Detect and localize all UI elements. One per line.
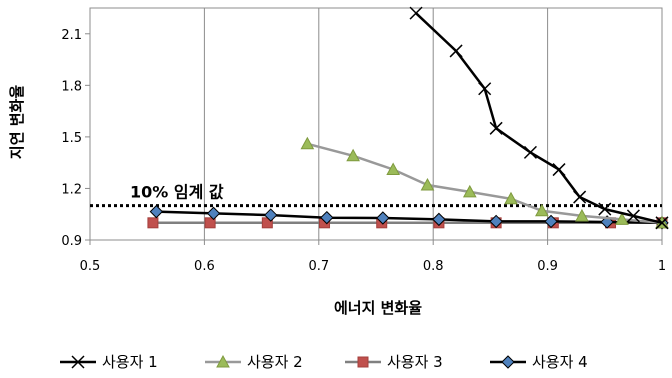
- series-4-point: [206, 206, 221, 221]
- series-2-point: [575, 208, 589, 222]
- marker-stroke: [523, 145, 537, 159]
- series-4-point: [432, 212, 446, 227]
- series-2: [300, 136, 669, 229]
- series-1-point: [573, 190, 587, 204]
- series-1-point: [598, 202, 612, 216]
- legend-label: 사용자 3: [387, 353, 443, 371]
- plot-frame: [89, 7, 663, 241]
- series-1-point: [655, 216, 669, 230]
- y-axis-title: 지연 변화율: [8, 85, 26, 159]
- legend-marker: [216, 354, 230, 368]
- series-4-point: [149, 204, 164, 219]
- series-1-point: [409, 6, 423, 20]
- x-tick-label: 0.7: [308, 259, 329, 274]
- x-tick-label: 0.5: [80, 259, 101, 274]
- marker-stroke: [71, 355, 85, 369]
- series-4-point: [376, 211, 390, 225]
- series-layer: [147, 6, 669, 230]
- legend-item-4: 사용자 4: [490, 353, 588, 371]
- series-1-line: [415, 12, 663, 225]
- threshold-group: 10% 임계 값: [90, 183, 662, 208]
- series-1: [409, 6, 669, 230]
- y-axis: 0.9 1.2 1.5 1.8 2.1: [61, 28, 90, 249]
- marker-stroke: [478, 82, 492, 96]
- series-1-point: [489, 121, 503, 135]
- series-2-point: [615, 212, 629, 225]
- series-4-point: [320, 210, 334, 225]
- series-4-point: [264, 208, 278, 222]
- series-1-point: [478, 82, 492, 96]
- series-2-point: [462, 184, 477, 198]
- legend-label: 사용자 1: [102, 353, 158, 371]
- plot-area: [89, 7, 663, 241]
- x-axis-title: 에너지 변화율: [334, 299, 422, 317]
- legend-item-3: 사용자 3: [345, 353, 443, 371]
- series-2-point: [300, 136, 315, 150]
- series-4-line: [156, 210, 663, 225]
- series-2-point: [504, 191, 518, 205]
- series-2-point: [535, 203, 549, 217]
- series-3-point: [204, 217, 216, 229]
- y-tick-label: 1.2: [61, 182, 82, 197]
- legend-label: 사용자 4: [532, 353, 588, 371]
- x-tick-label: 1: [658, 259, 666, 274]
- series-4-point: [489, 214, 503, 229]
- series-1-point: [523, 145, 537, 159]
- y-tick-label: 0.9: [61, 234, 82, 249]
- series-2-point: [386, 162, 401, 176]
- series-2-point: [420, 177, 435, 191]
- marker-stroke: [449, 44, 463, 58]
- series-1-point: [626, 209, 640, 223]
- x-axis: 0.5 0.6 0.7 0.8 0.9 1: [80, 240, 666, 274]
- series-4-point: [544, 214, 558, 229]
- marker-stroke: [552, 163, 566, 177]
- legend-item-1: 사용자 1: [60, 353, 158, 371]
- x-tick-label: 0.8: [423, 259, 444, 274]
- marker-stroke: [655, 216, 669, 230]
- legend-label: 사용자 2: [247, 353, 303, 371]
- gridlines: [89, 8, 663, 240]
- series-2-point: [346, 148, 360, 162]
- series-3-point: [147, 217, 159, 229]
- legend-marker: [71, 355, 85, 369]
- x-tick-label: 0.6: [194, 259, 215, 274]
- legend-marker: [357, 356, 369, 368]
- y-tick-label: 1.8: [61, 79, 82, 94]
- marker-stroke: [598, 202, 612, 216]
- marker-stroke: [409, 6, 423, 20]
- series-2-line: [307, 142, 663, 225]
- threshold-label: 10% 임계 값: [130, 183, 224, 202]
- marker-stroke: [489, 121, 503, 135]
- series-1-point: [552, 163, 566, 177]
- x-tick-label: 0.9: [537, 259, 558, 274]
- legend-item-2: 사용자 2: [205, 353, 303, 371]
- y-tick-label: 2.1: [61, 28, 82, 43]
- marker-stroke: [573, 190, 587, 204]
- marker-stroke: [626, 209, 640, 223]
- y-tick-label: 1.5: [61, 131, 82, 146]
- legend-marker: [501, 355, 515, 369]
- series-1-point: [449, 44, 463, 58]
- legend: 사용자 1 사용자 2 사용자 3 사용자 4: [60, 353, 588, 371]
